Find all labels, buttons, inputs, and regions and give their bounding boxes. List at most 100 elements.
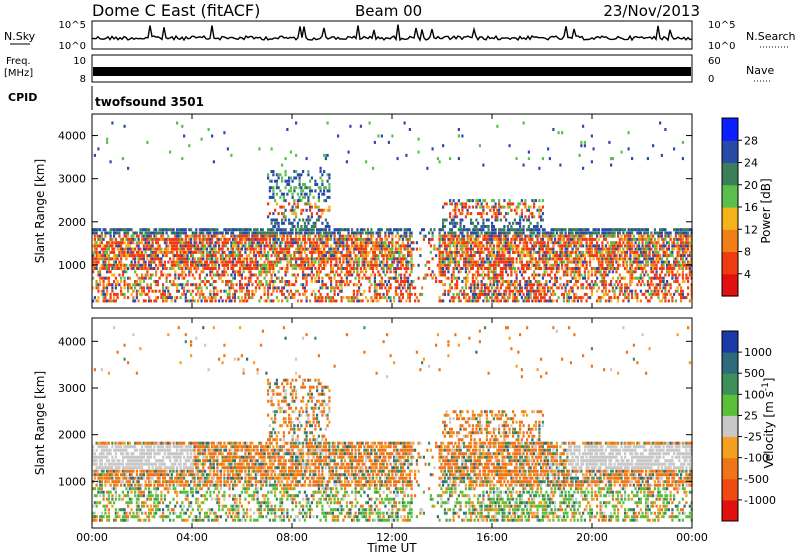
range-time-cell xyxy=(228,237,231,241)
range-time-cell xyxy=(457,228,460,232)
range-time-cell xyxy=(174,254,177,258)
range-time-cell xyxy=(582,286,585,290)
range-time-cell xyxy=(323,254,326,258)
range-time-cell xyxy=(599,260,602,264)
range-time-cell xyxy=(452,237,455,241)
range-time-cell xyxy=(457,260,460,264)
range-time-cell xyxy=(102,280,105,283)
range-time-cell xyxy=(246,254,249,258)
range-time-cell xyxy=(106,137,109,141)
range-time-cell xyxy=(463,225,466,228)
range-time-cell xyxy=(268,280,271,283)
range-time-cell xyxy=(492,199,495,203)
range-time-cell xyxy=(568,250,571,254)
range-time-cell xyxy=(438,299,441,303)
range-time-cell xyxy=(223,228,226,232)
range-time-cell xyxy=(359,231,362,235)
range-time-cell xyxy=(552,254,555,258)
range-time-cell xyxy=(629,247,632,251)
range-time-cell xyxy=(415,296,418,300)
range-time-cell xyxy=(522,276,525,280)
range-time-cell xyxy=(179,273,182,277)
range-time-cell xyxy=(149,231,152,235)
range-time-cell xyxy=(629,250,632,254)
range-time-cell xyxy=(541,157,544,161)
range-time-cell xyxy=(286,250,289,254)
range-time-cell xyxy=(295,257,298,261)
range-time-cell xyxy=(505,286,508,290)
range-time-cell xyxy=(452,244,455,248)
range-time-cell xyxy=(487,254,490,258)
range-time-cell xyxy=(104,286,107,290)
range-time-cell xyxy=(501,257,504,261)
range-time-cell xyxy=(135,267,138,270)
range-time-cell xyxy=(393,296,396,300)
range-time-cell xyxy=(309,257,312,261)
range-time-cell xyxy=(214,260,217,264)
range-time-cell xyxy=(603,292,606,296)
range-time-cell xyxy=(303,202,306,206)
range-time-cell xyxy=(394,276,397,280)
range-time-cell xyxy=(97,260,100,264)
range-time-cell xyxy=(379,280,382,283)
range-time-cell xyxy=(356,273,359,277)
range-time-cell xyxy=(435,247,438,251)
range-time-cell xyxy=(272,218,275,222)
range-time-cell xyxy=(452,234,455,238)
range-time-cell xyxy=(263,234,266,238)
range-time-cell xyxy=(617,283,620,287)
range-time-cell xyxy=(258,299,261,303)
range-time-cell xyxy=(625,296,628,300)
range-time-cell xyxy=(181,273,184,277)
range-time-cell xyxy=(349,270,352,274)
range-time-cell xyxy=(536,283,539,287)
range-time-cell xyxy=(261,267,264,270)
range-time-cell xyxy=(111,286,114,290)
range-time-cell xyxy=(95,241,98,245)
range-time-cell xyxy=(118,244,121,248)
range-time-cell xyxy=(536,263,539,267)
range-time-cell xyxy=(431,270,434,274)
range-time-cell xyxy=(118,267,121,270)
range-time-cell xyxy=(174,231,177,235)
range-time-cell xyxy=(328,273,331,277)
range-time-cell xyxy=(529,205,532,209)
range-time-cell xyxy=(323,228,326,232)
range-time-cell xyxy=(582,237,585,241)
range-time-cell xyxy=(211,263,214,267)
range-time-cell xyxy=(529,292,532,296)
range-time-cell xyxy=(326,153,329,157)
range-time-cell xyxy=(151,257,154,261)
range-time-cell xyxy=(232,292,235,296)
range-time-cell xyxy=(617,296,620,300)
range-time-cell xyxy=(440,299,443,303)
range-time-cell xyxy=(190,250,193,254)
range-time-cell xyxy=(639,260,642,264)
range-time-cell xyxy=(249,247,252,251)
range-time-cell xyxy=(167,247,170,251)
range-time-cell xyxy=(102,299,105,303)
range-time-cell xyxy=(181,283,184,287)
range-time-cell xyxy=(629,289,632,293)
range-time-cell xyxy=(330,250,333,254)
range-time-cell xyxy=(361,237,364,241)
range-time-cell xyxy=(601,283,604,287)
range-time-cell xyxy=(340,299,343,303)
range-time-cell xyxy=(275,202,278,206)
range-time-cell xyxy=(431,231,434,235)
range-time-cell xyxy=(536,241,539,245)
range-time-cell xyxy=(410,260,413,264)
range-time-cell xyxy=(282,231,285,235)
range-time-cell xyxy=(445,267,448,270)
range-time-cell xyxy=(408,289,411,293)
range-time-cell xyxy=(240,228,243,232)
range-time-cell xyxy=(321,280,324,283)
range-time-cell xyxy=(477,260,480,264)
range-time-cell xyxy=(132,283,135,287)
range-time-cell xyxy=(387,247,390,251)
range-time-cell xyxy=(109,263,112,267)
range-time-cell xyxy=(513,237,516,241)
range-time-cell xyxy=(424,263,427,267)
range-time-cell xyxy=(232,283,235,287)
range-time-cell xyxy=(379,231,382,235)
